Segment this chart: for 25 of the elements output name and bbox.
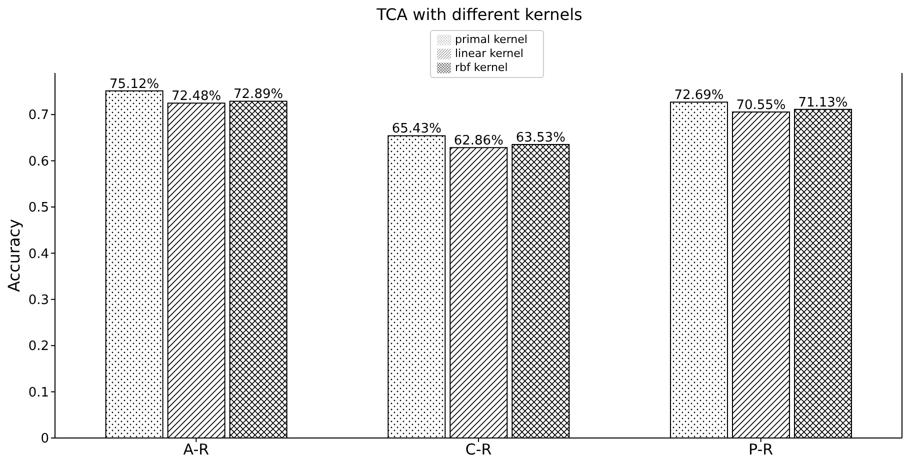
data-label: 72.69% — [674, 88, 724, 104]
data-label: 62.86% — [454, 134, 504, 149]
data-label: 72.48% — [172, 89, 222, 104]
data-label: 65.43% — [392, 122, 442, 137]
data-label: 63.53% — [516, 130, 566, 146]
data-label: 71.13% — [798, 95, 848, 110]
legend-label: primal kernel — [455, 33, 528, 46]
y-tick-label: 0.7 — [28, 108, 49, 124]
x-tick-label: A-R — [183, 440, 210, 459]
legend-label: rbf kernel — [455, 61, 508, 74]
y-tick-label: 0.1 — [28, 385, 49, 400]
y-tick-label: 0.3 — [28, 293, 49, 308]
y-tick-label: 0 — [40, 432, 49, 447]
x-tick-label: P-R — [748, 440, 774, 459]
y-tick-label: 0.6 — [28, 154, 49, 170]
y-tick-label: 0.4 — [28, 246, 49, 262]
y-tick-label: 0.2 — [28, 339, 49, 354]
y-axis-title: Accuracy — [4, 218, 24, 292]
chart-title: TCA with different kernels — [376, 5, 584, 24]
data-label: 72.89% — [234, 87, 284, 102]
x-tick-label: C-R — [465, 440, 492, 459]
y-tick-label: 0.5 — [28, 200, 49, 216]
data-label: 70.55% — [736, 98, 786, 114]
legend-label: linear kernel — [455, 47, 524, 60]
data-label: 75.12% — [110, 76, 160, 92]
